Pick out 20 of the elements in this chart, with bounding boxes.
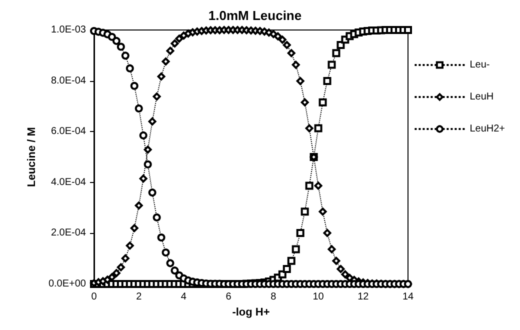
chart-title: 1.0mM Leucine	[208, 8, 302, 23]
legend-label: LeuH	[470, 92, 494, 102]
x-tick-label: 12	[358, 292, 370, 302]
y-tick-label: 8.0E-04	[50, 75, 86, 86]
x-tick-label: 10	[312, 292, 324, 302]
legend-label: Leu-	[470, 60, 490, 70]
y-tick-label: 0.0E+00	[48, 278, 86, 290]
x-tick-label: 4	[180, 292, 187, 302]
y-tick-label: 1.0E-03	[50, 24, 86, 36]
y-tick-label: 4.0E-04	[50, 176, 86, 188]
x-axis-title: -log H+	[232, 306, 270, 318]
x-tick-label: 6	[226, 292, 232, 302]
x-tick-label: 8	[270, 292, 277, 302]
y-tick-label: 2.0E-04	[50, 228, 86, 239]
y-axis-title: Leucine / M	[26, 127, 38, 187]
x-tick-label: 0	[91, 292, 98, 302]
y-tick-label: 6.0E-04	[50, 126, 86, 138]
x-tick-label: 14	[402, 292, 414, 302]
x-tick-label: 2	[136, 292, 142, 302]
legend-label: LeuH2+	[470, 124, 506, 134]
